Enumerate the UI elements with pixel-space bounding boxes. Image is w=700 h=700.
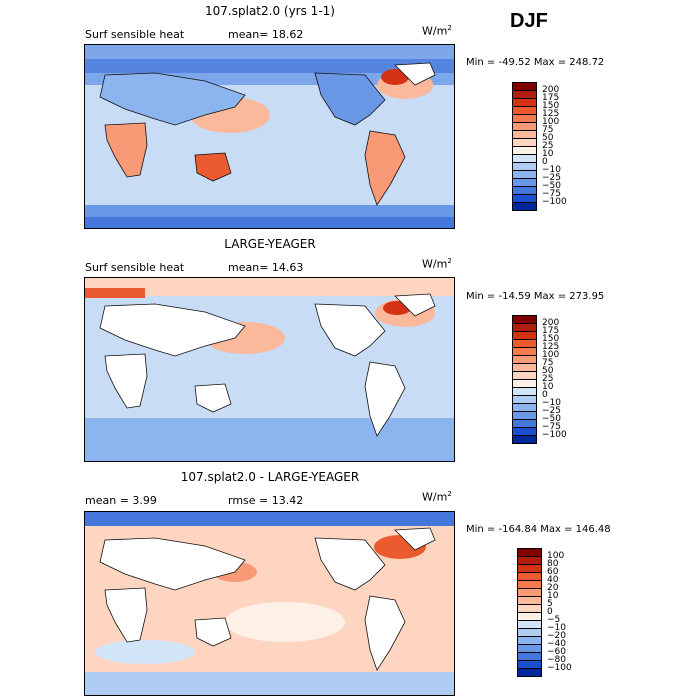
panel-1-colorbar-label: 175 bbox=[542, 93, 560, 103]
panel-3-colorbar-label: 20 bbox=[547, 583, 559, 593]
panel-2-colorbar-label: −10 bbox=[542, 398, 561, 408]
panel-1-colorbar-label: 0 bbox=[542, 157, 548, 167]
panel-3-mean-label: mean = 3.99 bbox=[85, 494, 157, 507]
panel-2-colorbar-label: −25 bbox=[542, 406, 561, 416]
panel-1-map bbox=[84, 44, 455, 229]
panel-3-colorbar-label: −80 bbox=[547, 655, 566, 665]
panel-3-minmax: Min = -164.84 Max = 146.48 bbox=[466, 524, 611, 535]
panel-3-colorbar-label: 5 bbox=[547, 599, 553, 609]
panel-2-colorbar-label: −75 bbox=[542, 422, 561, 432]
panel-2-colorbar-label: 100 bbox=[542, 350, 560, 360]
panel-1-colorbar-label: −100 bbox=[542, 197, 567, 207]
panel-1-minmax: Min = -49.52 Max = 248.72 bbox=[466, 57, 605, 68]
season-label: DJF bbox=[510, 10, 548, 32]
panel-3-colorbar-label: 80 bbox=[547, 559, 559, 569]
panel-2-minmax: Min = -14.59 Max = 273.95 bbox=[466, 291, 605, 302]
panel-3-colorbar-label: 40 bbox=[547, 575, 559, 585]
panel-3-colorbar-label: −40 bbox=[547, 639, 566, 649]
panel-3-rmse-label: rmse = 13.42 bbox=[228, 494, 304, 507]
panel-1-title: 107.splat2.0 (yrs 1-1) bbox=[205, 4, 335, 18]
panel-2-colorbar: 200 175 150 125 100 75 50 25 10 0 −10 −2… bbox=[512, 315, 572, 465]
panel-1-variable-label: Surf sensible heat bbox=[85, 28, 185, 41]
panel-1-colorbar-label: 50 bbox=[542, 133, 554, 143]
panel-3-colorbar-label: 0 bbox=[547, 607, 553, 617]
panel-1-mean-label: mean= 18.62 bbox=[228, 28, 304, 41]
panel-3-colorbar-label: −5 bbox=[547, 615, 561, 625]
panel-3-colorbar-swatch bbox=[517, 668, 542, 677]
panel-2-colorbar-label: 10 bbox=[542, 382, 554, 392]
panel-2-colorbar-label: 200 bbox=[542, 318, 560, 328]
panel-1-colorbar-label: 10 bbox=[542, 149, 554, 159]
panel-1-colorbar-label: −50 bbox=[542, 181, 561, 191]
panel-1-colorbar: 200 175 150 125 100 75 50 25 10 0 −10 −2… bbox=[512, 82, 572, 232]
panel-2-colorbar-label: −50 bbox=[542, 414, 561, 424]
panel-2-colorbar-label: 175 bbox=[542, 326, 560, 336]
panel-1-colorbar-label: 25 bbox=[542, 141, 554, 151]
panel-2-map-svg bbox=[85, 278, 454, 461]
panel-1-colorbar-label: 150 bbox=[542, 101, 560, 111]
panel-1-colorbar-label: 200 bbox=[542, 85, 560, 95]
panel-2-colorbar-label: 75 bbox=[542, 358, 554, 368]
panel-3-colorbar: 100 80 60 40 20 10 5 0 −5 −10 −20 −40 −6… bbox=[517, 548, 577, 698]
panel-3-colorbar-label: −10 bbox=[547, 623, 566, 633]
panel-1-colorbar-swatch bbox=[512, 202, 537, 211]
panel-1-colorbar-label: 100 bbox=[542, 117, 560, 127]
panel-2-variable-label: Surf sensible heat bbox=[85, 261, 185, 274]
panel-1-colorbar-label: −75 bbox=[542, 189, 561, 199]
panel-1-colorbar-label: 125 bbox=[542, 109, 560, 119]
panel-2-colorbar-label: 50 bbox=[542, 366, 554, 376]
panel-1-colorbar-label: −25 bbox=[542, 173, 561, 183]
panel-2-colorbar-label: −100 bbox=[542, 430, 567, 440]
panel-1-units: W/m2 bbox=[422, 24, 452, 38]
panel-2-colorbar-label: 125 bbox=[542, 342, 560, 352]
panel-3-colorbar-label: 10 bbox=[547, 591, 559, 601]
panel-2-colorbar-swatch bbox=[512, 435, 537, 444]
panel-3-colorbar-label: −20 bbox=[547, 631, 566, 641]
panel-3-title: 107.splat2.0 - LARGE-YEAGER bbox=[180, 470, 360, 484]
panel-2-colorbar-label: 150 bbox=[542, 334, 560, 344]
panel-3-colorbar-label: −60 bbox=[547, 647, 566, 657]
panel-3-units: W/m2 bbox=[422, 490, 452, 504]
panel-2-mean-label: mean= 14.63 bbox=[228, 261, 304, 274]
panel-1-colorbar-label: −10 bbox=[542, 165, 561, 175]
panel-1-colorbar-label: 75 bbox=[542, 125, 554, 135]
panel-2-colorbar-label: 0 bbox=[542, 390, 548, 400]
panel-2-colorbar-label: 25 bbox=[542, 374, 554, 384]
panel-1-map-svg bbox=[85, 45, 454, 228]
panel-3-colorbar-label: 60 bbox=[547, 567, 559, 577]
panel-2-title: LARGE-YEAGER bbox=[224, 237, 316, 251]
panel-2-map bbox=[84, 277, 455, 462]
panel-3-colorbar-label: 100 bbox=[547, 551, 565, 561]
panel-3-map-svg bbox=[85, 512, 454, 695]
panel-3-map bbox=[84, 511, 455, 696]
panel-3-colorbar-label: −100 bbox=[547, 663, 572, 673]
panel-2-units: W/m2 bbox=[422, 257, 452, 271]
